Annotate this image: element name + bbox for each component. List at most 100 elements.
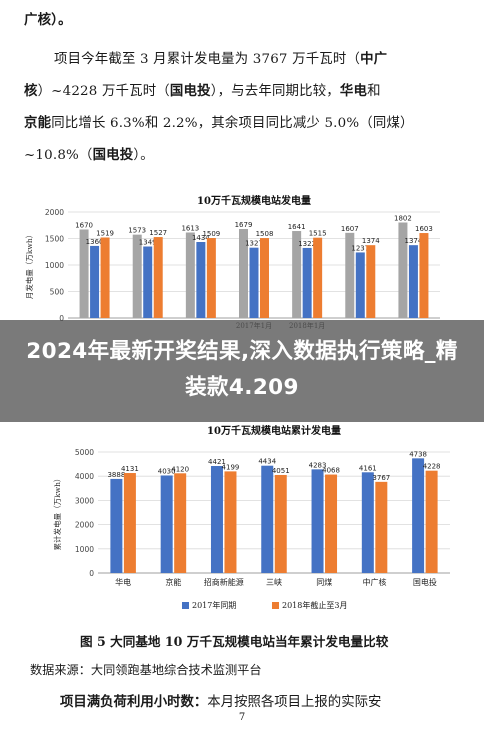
data-label: 1509: [202, 230, 220, 238]
legend-entry: 2018年截止至3月: [282, 600, 347, 610]
y-tick-label: 1000: [45, 261, 64, 270]
page-number: 7: [238, 712, 246, 723]
data-label: 1607: [341, 225, 359, 233]
x-tick-label: 招商新能源: [204, 577, 244, 587]
data-source: 数据来源：大同领跑基地综合技术监测平台: [30, 663, 262, 677]
data-label: 4120: [171, 465, 189, 473]
bar: [239, 229, 248, 318]
bar: [185, 232, 195, 318]
data-label: 1349: [139, 239, 157, 247]
bar: [153, 237, 163, 318]
y-tick-label: 3000: [75, 496, 94, 505]
text-fragment: ~10.8%（: [24, 148, 93, 163]
company-name-spic: 国电投: [92, 147, 134, 163]
data-label: 4738: [409, 450, 427, 458]
legend-swatch: [272, 602, 279, 609]
text-fragment: 广核）。: [24, 12, 72, 28]
legend-swatch: [182, 602, 189, 609]
bar: [210, 466, 223, 573]
data-label: 1374: [405, 237, 423, 245]
bar: [100, 237, 110, 318]
bar: [206, 238, 216, 318]
bar: [313, 237, 323, 318]
text-fragment: 项目满负荷利用小时数：: [60, 694, 208, 710]
data-label: 1508: [256, 230, 274, 238]
headline-overlay: 2024年最新开奖结果,深入数据执行策略_精装款4.209: [0, 320, 484, 422]
y-tick-label: 1500: [45, 235, 64, 244]
data-label: 1374: [362, 237, 380, 245]
company-name-huadian: 华电: [339, 83, 368, 99]
x-tick-label: 京能: [165, 577, 181, 587]
cumulative-generation-chart: 10万千瓦规模电站累计发电量 0 1000 2000 3000 4000 5000 累计发电量…: [30, 420, 460, 620]
data-label: 1641: [288, 223, 306, 231]
x-tick-label: 同煤: [316, 577, 332, 587]
data-label: 1613: [181, 225, 199, 233]
bar: [419, 233, 429, 318]
y-tick-label: 0: [59, 314, 64, 323]
paragraph-last-line: 项目满负荷利用小时数：本月按照各项目上报的实际安: [60, 690, 381, 710]
data-label: 4161: [359, 464, 377, 472]
chart-title: 10万千瓦规模电站发电量: [197, 194, 311, 207]
bar: [196, 241, 206, 318]
legend-entry: 2017年同期: [192, 600, 236, 610]
data-label: 1322: [298, 240, 316, 248]
data-label: 4199: [222, 463, 240, 471]
text-fragment: ）。: [133, 148, 154, 163]
text-fragment: 同比增长 6.3%和 2.2%，其余项目同比减少 5.0%（同煤）: [51, 116, 414, 131]
paragraph-line-0: 广核）。: [24, 8, 460, 33]
figure-caption: 图 5 大同基地 10 万千瓦规模电站当年累计发电量比较: [80, 634, 389, 649]
y-tick-label: 2000: [75, 521, 94, 530]
bar: [260, 238, 269, 318]
x-tick-label: 国电投: [413, 577, 437, 587]
text-fragment: 和: [367, 84, 381, 99]
bar: [79, 229, 89, 318]
data-label: 4068: [322, 467, 340, 475]
data-label: 3888: [107, 471, 125, 479]
bar: [302, 247, 312, 318]
data-label: 4051: [272, 467, 290, 475]
monthly-generation-chart: 10万千瓦规模电站发电量 0 500 1000 1500 2000 月发电量（万kwh） 16…: [20, 190, 464, 340]
x-tick-label: 中广核: [363, 577, 387, 587]
paragraph-line-3: 京能同比增长 6.3%和 2.2%，其余项目同比减少 5.0%（同煤）: [24, 111, 460, 136]
bar: [90, 245, 100, 318]
bar: [425, 470, 438, 573]
bar: [174, 473, 187, 573]
data-label: 1327: [245, 240, 263, 248]
y-tick-label: 4000: [75, 472, 94, 481]
data-label: 4421: [208, 458, 226, 466]
bar: [110, 478, 123, 573]
data-label: 1237: [351, 244, 369, 252]
bar: [345, 232, 355, 318]
y-tick-label: 0: [89, 569, 94, 578]
bar: [249, 247, 259, 318]
text-fragment: ），与去年同期比较，: [210, 84, 340, 99]
data-label: 1573: [128, 227, 146, 235]
bar: [123, 473, 136, 573]
bar: [398, 222, 408, 318]
bar: [408, 245, 418, 318]
data-label: 1527: [149, 229, 167, 237]
bar: [143, 246, 153, 318]
text-fragment: 项目今年截至 3 月累计发电量为 3767 万千瓦时（: [54, 52, 361, 67]
data-label: 1802: [394, 214, 412, 222]
company-name-cgn: 中广: [360, 51, 388, 67]
x-tick-label: 三峡: [266, 577, 282, 587]
text-fragment: 本月按照各项目上报的实际安: [207, 695, 382, 710]
bar: [412, 458, 425, 573]
y-axis-label: 月发电量（万kwh）: [24, 231, 34, 299]
company-name-spic: 国电投: [169, 83, 211, 99]
bar: [224, 471, 237, 573]
bar: [261, 465, 274, 573]
bar: [375, 481, 388, 573]
data-label: 3767: [372, 474, 390, 482]
data-label: 1670: [75, 221, 93, 229]
data-label: 4030: [158, 467, 176, 475]
data-label: 1515: [309, 230, 327, 238]
data-label: 4228: [423, 463, 441, 471]
data-label: 1519: [96, 229, 114, 237]
bar: [325, 474, 338, 573]
text-fragment: ）~4228 万千瓦时（: [37, 84, 170, 99]
y-axis-label: 累计发电量（万kwh）: [52, 475, 62, 551]
bar: [274, 474, 287, 573]
data-label: 1679: [235, 221, 253, 229]
